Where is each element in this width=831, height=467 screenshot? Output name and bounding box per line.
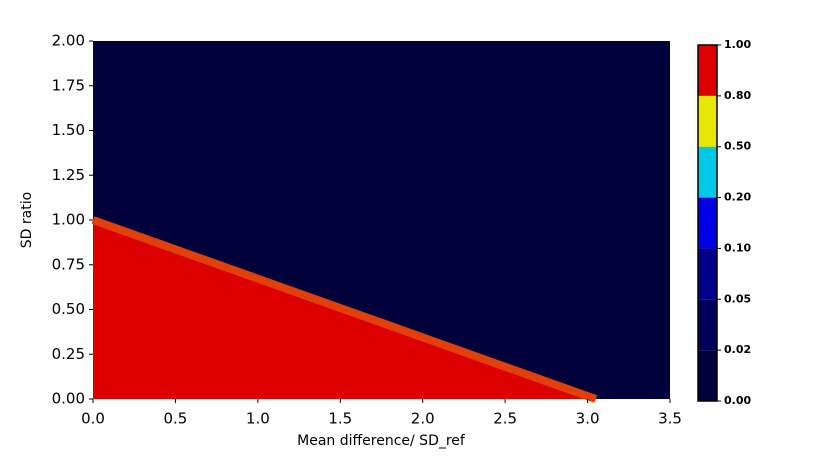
x-tick-label: 0.5 — [163, 410, 187, 428]
y-tick-label: 1.75 — [52, 76, 85, 94]
colorbar-tick-label: 0.10 — [724, 241, 751, 254]
x-tick-label: 1.0 — [246, 410, 270, 428]
contour-boundary — [91, 216, 598, 403]
x-tick-label: 3.0 — [576, 410, 600, 428]
colorbar-segment — [698, 299, 717, 351]
colorbar-segment — [698, 248, 717, 300]
y-tick-label: 1.50 — [52, 121, 85, 139]
y-tick-label: 1.00 — [52, 211, 85, 229]
colorbar-tick-label: 0.50 — [724, 140, 751, 153]
x-tick-label: 1.5 — [328, 410, 352, 428]
y-tick-label: 2.00 — [52, 32, 85, 50]
colorbar-tick-label: 0.05 — [724, 292, 751, 305]
x-tick-label: 0.0 — [81, 410, 105, 428]
y-tick-label: 0.25 — [52, 345, 85, 363]
x-axis-label: Mean difference/ SD_ref — [297, 433, 466, 449]
colorbar-segment — [698, 45, 717, 96]
colorbar-tick-label: 0.00 — [724, 394, 751, 407]
colorbar-tick-label: 0.80 — [724, 89, 751, 102]
y-tick-label: 0.50 — [52, 300, 85, 318]
y-tick-label: 1.25 — [52, 166, 85, 184]
colorbar-segment — [698, 197, 717, 249]
y-tick-label: 0.00 — [52, 390, 85, 408]
x-tick-label: 2.0 — [411, 410, 435, 428]
x-tick-label: 2.5 — [493, 410, 517, 428]
colorbar-segment — [698, 146, 717, 198]
colorbar-segment — [698, 95, 717, 147]
colorbar-tick-label: 1.00 — [724, 38, 751, 51]
colorbar-tick-label: 0.02 — [724, 343, 751, 356]
colorbar-tick-label: 0.20 — [724, 191, 751, 204]
colorbar-frame — [697, 44, 718, 402]
colorbar-segment — [698, 350, 717, 401]
x-tick-label: 3.5 — [658, 410, 682, 428]
y-axis-label: SD ratio — [19, 192, 35, 248]
y-tick-label: 0.75 — [52, 255, 85, 273]
